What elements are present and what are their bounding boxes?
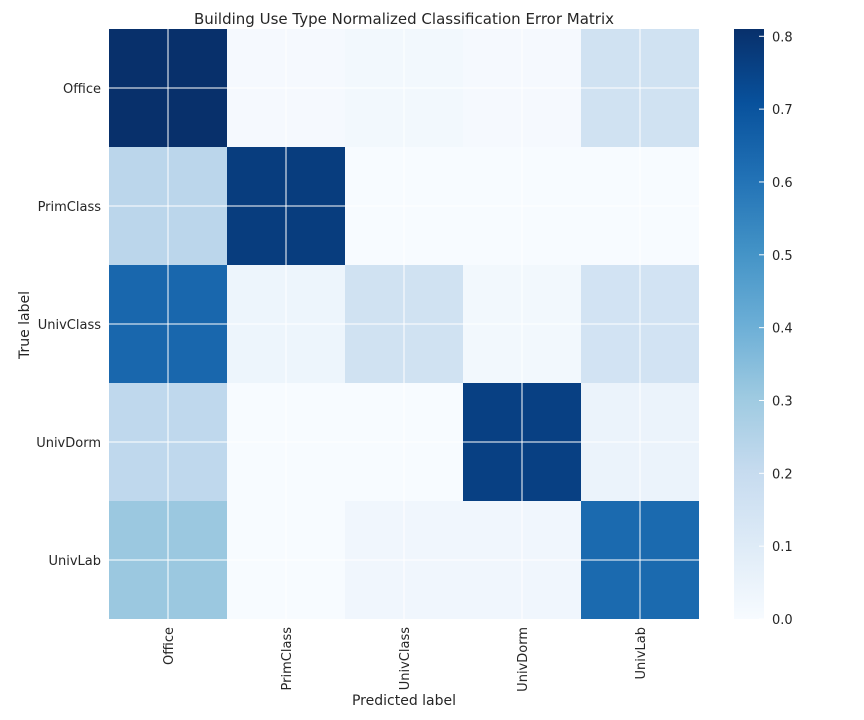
colorbar-tick-label: 0.0 xyxy=(772,613,793,628)
y-axis-label: True label xyxy=(17,291,33,360)
colorbar: 0.0 0.1 0.2 0.3 0.4 0.5 0.6 0.7 0.8 xyxy=(734,29,793,628)
colorbar-tick-label: 0.3 xyxy=(772,394,793,409)
colorbar-tick-label: 0.7 xyxy=(772,103,793,118)
colorbar-tick-label: 0.6 xyxy=(772,176,793,191)
chart-title: Building Use Type Normalized Classificat… xyxy=(194,10,614,28)
x-tick-labels: Office PrimClass UnivClass UnivDorm UnivLab xyxy=(162,627,649,692)
colorbar-tick-label: 0.8 xyxy=(772,30,793,45)
colorbar-gradient xyxy=(734,29,764,619)
x-tick-label: PrimClass xyxy=(280,627,295,691)
colorbar-tick-label: 0.1 xyxy=(772,540,793,555)
x-tick-label: UnivDorm xyxy=(516,627,531,692)
y-tick-label: PrimClass xyxy=(38,200,102,215)
heatmap-grid xyxy=(109,29,699,619)
x-tick-label: Office xyxy=(162,627,177,665)
y-tick-label: UnivClass xyxy=(38,318,101,333)
colorbar-tick-label: 0.2 xyxy=(772,467,793,482)
y-tick-label: Office xyxy=(63,82,101,97)
colorbar-tick-label: 0.5 xyxy=(772,249,793,264)
y-tick-labels: Office PrimClass UnivClass UnivDorm UnivLab xyxy=(36,82,101,569)
x-axis-label: Predicted label xyxy=(352,693,456,709)
x-tick-label: UnivLab xyxy=(634,627,649,680)
colorbar-tick-label: 0.4 xyxy=(772,322,793,337)
y-tick-label: UnivLab xyxy=(48,554,101,569)
y-tick-label: UnivDorm xyxy=(36,436,101,451)
x-tick-label: UnivClass xyxy=(398,627,413,690)
